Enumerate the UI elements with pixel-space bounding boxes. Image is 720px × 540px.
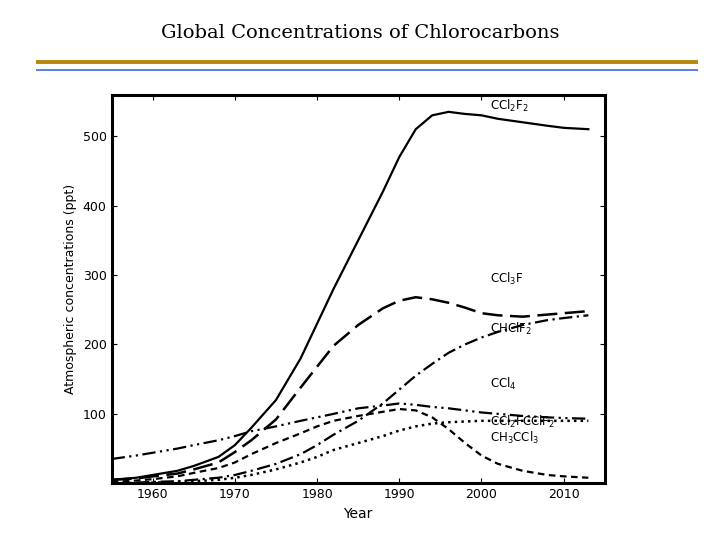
Text: CCl$_2$FCClF$_2$: CCl$_2$FCClF$_2$ bbox=[490, 414, 555, 430]
Text: CCl$_4$: CCl$_4$ bbox=[490, 376, 516, 392]
Text: CH$_3$CCl$_3$: CH$_3$CCl$_3$ bbox=[490, 430, 539, 446]
Text: CCl$_2$F$_2$: CCl$_2$F$_2$ bbox=[490, 98, 528, 114]
Text: CHClF$_2$: CHClF$_2$ bbox=[490, 321, 531, 337]
Text: CCl$_3$F: CCl$_3$F bbox=[490, 271, 523, 287]
Y-axis label: Atmospheric concentrations (ppt): Atmospheric concentrations (ppt) bbox=[64, 184, 77, 394]
Text: Global Concentrations of Chlorocarbons: Global Concentrations of Chlorocarbons bbox=[161, 24, 559, 42]
X-axis label: Year: Year bbox=[343, 507, 373, 521]
